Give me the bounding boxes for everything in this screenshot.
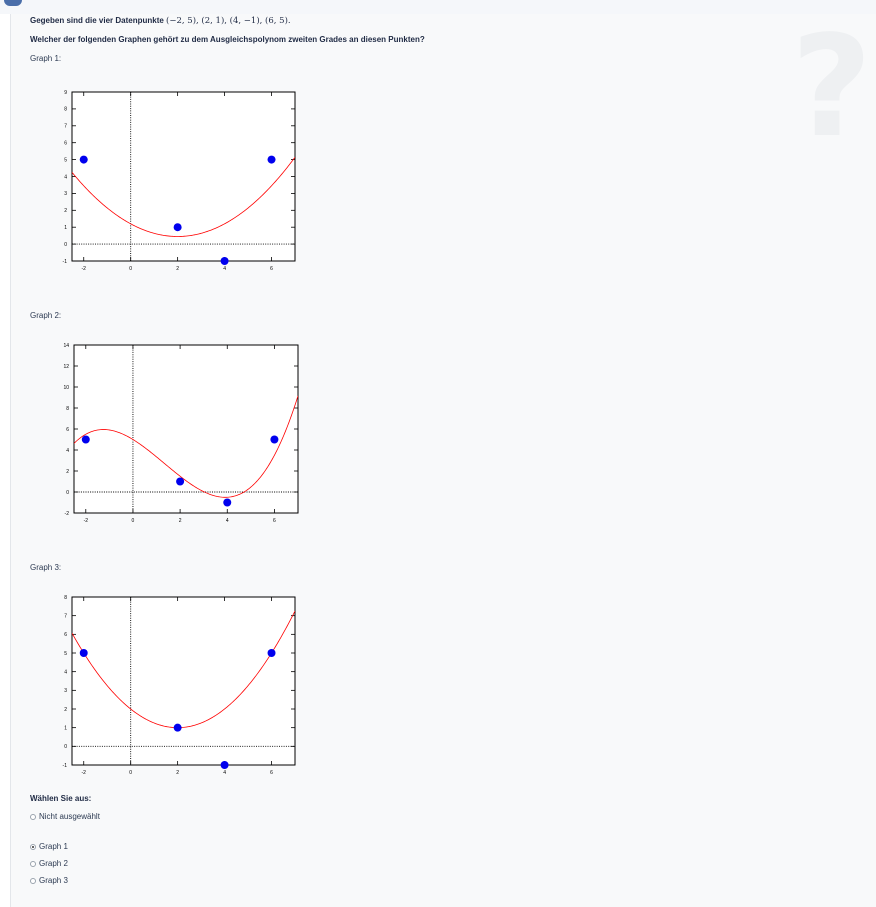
graph-2-label: Graph 2: <box>30 311 62 320</box>
fit-curve <box>72 157 295 237</box>
option-not-selected[interactable]: Nicht ausgewählt <box>30 812 100 821</box>
x-tick-label: 0 <box>129 266 132 272</box>
data-point <box>223 498 232 507</box>
y-tick-label: -1 <box>63 259 68 265</box>
x-tick-label: -2 <box>82 770 87 776</box>
data-point <box>173 723 182 732</box>
y-tick-label: 5 <box>64 157 67 163</box>
y-tick-label: 5 <box>64 651 67 657</box>
graph-2-plot: -2 0 2 4 6 -2 0 2 4 6 8 10 12 14 <box>63 343 299 524</box>
y-tick-label: 9 <box>64 90 67 96</box>
x-tick-label: 4 <box>223 770 226 776</box>
question-intro: Gegeben sind die vier Datenpunkte (−2, 5… <box>30 16 291 26</box>
y-tick-label: 6 <box>64 141 67 147</box>
y-tick-label: 2 <box>64 707 67 713</box>
radio-not-selected[interactable] <box>30 813 36 820</box>
question-mark-icon: ? <box>791 6 873 169</box>
x-tick-label: 4 <box>223 266 226 272</box>
data-points: (−2, 5), (2, 1), (4, −1), (6, 5). <box>166 16 291 26</box>
y-tick-label: -1 <box>63 763 68 769</box>
data-point <box>270 435 279 444</box>
x-tick-label: 2 <box>179 518 182 524</box>
x-tick-label: 6 <box>273 518 276 524</box>
data-point <box>267 155 276 164</box>
radio-graph-3[interactable] <box>30 877 36 884</box>
y-tick-label: 8 <box>64 107 67 113</box>
x-tick-label: -2 <box>84 518 89 524</box>
data-point <box>79 649 88 657</box>
option-graph-2-label: Graph 2 <box>39 859 68 868</box>
option-graph-1[interactable]: Graph 1 <box>30 842 68 851</box>
data-point <box>173 223 182 232</box>
graph-3-plot: -2 0 2 4 6 -1 0 1 2 3 4 5 6 7 8 <box>63 595 296 776</box>
y-tick-label: 1 <box>64 225 67 231</box>
x-tick-label: -2 <box>82 266 87 272</box>
y-tick-label: 2 <box>64 208 67 214</box>
y-tick-label: -2 <box>65 511 70 517</box>
data-point <box>220 761 229 769</box>
option-graph-3-label: Graph 3 <box>39 876 68 885</box>
data-point <box>267 649 276 657</box>
y-tick-label: 3 <box>64 688 67 694</box>
y-tick-label: 8 <box>64 595 67 601</box>
option-graph-1-label: Graph 1 <box>39 842 68 851</box>
x-tick-label: 4 <box>226 518 229 524</box>
radio-graph-2[interactable] <box>30 860 36 867</box>
y-tick-label: 0 <box>64 744 67 750</box>
option-graph-2[interactable]: Graph 2 <box>30 859 68 868</box>
x-tick-label: 0 <box>129 770 132 776</box>
x-tick-label: 6 <box>270 770 273 776</box>
graph-1-label: Graph 1: <box>30 54 62 63</box>
x-tick-label: 2 <box>176 770 179 776</box>
question-prompt: Welcher der folgenden Graphen gehört zu … <box>30 35 425 44</box>
y-tick-label: 12 <box>63 364 69 370</box>
y-tick-label: 10 <box>63 385 69 391</box>
y-tick-label: 4 <box>66 448 69 454</box>
plot-frame <box>73 344 299 514</box>
y-tick-label: 0 <box>66 490 69 496</box>
y-tick-label: 4 <box>64 669 67 675</box>
option-not-selected-label: Nicht ausgewählt <box>39 812 100 821</box>
y-tick-label: 3 <box>64 191 67 197</box>
radio-graph-1[interactable] <box>30 843 36 850</box>
x-tick-label: 0 <box>132 518 135 524</box>
y-tick-label: 6 <box>66 427 69 433</box>
y-tick-label: 4 <box>64 174 67 180</box>
data-point <box>81 435 90 444</box>
plot-frame <box>71 596 296 766</box>
x-tick-label: 6 <box>270 266 273 272</box>
y-tick-label: 0 <box>64 242 67 248</box>
data-point <box>79 155 88 164</box>
data-point <box>220 257 229 265</box>
question-badge <box>4 0 22 6</box>
top-bar <box>0 0 876 14</box>
graph-3-label: Graph 3: <box>30 563 62 572</box>
x-tick-label: 2 <box>176 266 179 272</box>
y-tick-label: 7 <box>64 613 67 619</box>
y-tick-label: 6 <box>64 632 67 638</box>
y-tick-label: 7 <box>64 124 67 130</box>
answer-heading: Wählen Sie aus: <box>30 794 92 803</box>
intro-text: Gegeben sind die vier Datenpunkte <box>30 16 164 25</box>
fit-curve <box>72 610 295 729</box>
y-tick-label: 14 <box>63 343 69 349</box>
y-tick-label: 2 <box>66 469 69 475</box>
y-tick-label: 8 <box>66 406 69 412</box>
option-graph-3[interactable]: Graph 3 <box>30 876 68 885</box>
plot-frame <box>71 91 296 262</box>
data-point <box>176 477 185 486</box>
graph-1-plot: -2 0 2 4 6 -1 0 1 2 3 4 5 6 7 8 9 <box>63 90 296 272</box>
fit-curve <box>74 395 298 498</box>
y-tick-label: 1 <box>64 725 67 731</box>
